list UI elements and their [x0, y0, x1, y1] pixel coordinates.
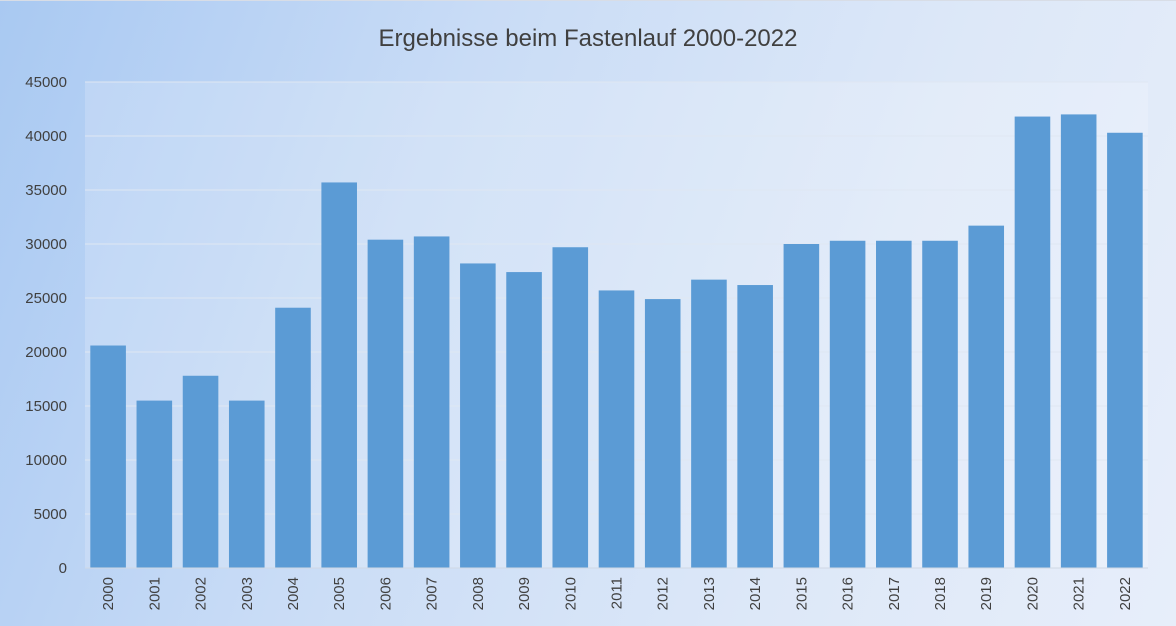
bar-2019: [968, 225, 1005, 568]
bar-2000: [90, 345, 126, 568]
x-tick-label: 2001: [146, 577, 163, 610]
bar-2021: [1060, 114, 1097, 569]
y-tick-label: 45000: [25, 74, 67, 91]
bar-2004: [275, 307, 311, 568]
x-tick-label: 2005: [331, 577, 348, 610]
x-tick-label: 2013: [701, 577, 718, 610]
bar-2007: [413, 236, 450, 568]
x-tick-label: 2006: [377, 577, 394, 610]
bar-2018: [922, 240, 958, 568]
bar-2009: [506, 272, 542, 568]
x-tick-label: 2020: [1024, 577, 1041, 610]
bar-2010: [552, 247, 589, 569]
y-tick-label: 20000: [25, 344, 67, 361]
x-tick-label: 2003: [239, 577, 256, 610]
x-tick-label: 2019: [978, 577, 995, 610]
chart-title: Ergebnisse beim Fastenlauf 2000-2022: [379, 25, 798, 52]
x-tick-label: 2010: [562, 577, 579, 610]
x-tick-label: 2000: [100, 577, 117, 610]
y-tick-label: 40000: [25, 128, 67, 145]
y-tick-label: 15000: [25, 398, 67, 415]
y-tick-label: 25000: [25, 290, 67, 307]
x-tick-label: 2017: [886, 577, 903, 610]
x-tick-label: 2002: [193, 577, 210, 610]
y-tick-label: 10000: [25, 452, 67, 469]
x-tick-label: 2018: [932, 577, 949, 610]
x-axis-ticks: 2000 2001 2002 2003 2004 2005 2006 2007 2008 2009…: [100, 577, 1134, 610]
x-tick-label: 2022: [1117, 577, 1134, 610]
bar-2014: [737, 285, 773, 568]
x-tick-label: 2007: [424, 577, 441, 610]
y-tick-label: 0: [59, 560, 67, 577]
bar-2015: [783, 244, 820, 568]
bar-2017: [876, 240, 912, 568]
y-tick-label: 30000: [25, 236, 67, 253]
x-tick-label: 2016: [840, 577, 857, 610]
bar-2020: [1014, 116, 1051, 568]
bar-2001: [136, 400, 173, 568]
x-tick-label: 2011: [609, 577, 626, 609]
bar-2002: [182, 375, 219, 568]
x-tick-label: 2012: [655, 577, 672, 610]
bar-2008: [460, 263, 496, 568]
bar-2022: [1107, 132, 1143, 568]
x-tick-label: 2004: [285, 577, 302, 610]
bar-2003: [228, 400, 265, 568]
bars: [90, 114, 1143, 569]
bar-2006: [367, 239, 404, 568]
x-tick-label: 2021: [1071, 577, 1088, 610]
bar-2016: [829, 240, 866, 568]
x-tick-label: 2009: [516, 577, 533, 610]
y-axis-ticks: 0 5000 10000 15000 20000 25000 30000 35000 40000…: [25, 74, 67, 577]
y-tick-label: 35000: [25, 182, 67, 199]
bar-2013: [691, 279, 727, 568]
bar-2005: [321, 182, 357, 568]
x-tick-label: 2014: [747, 577, 764, 610]
bar-2012: [644, 299, 681, 568]
x-tick-label: 2008: [470, 577, 487, 610]
bar-2011: [598, 290, 635, 568]
y-tick-label: 5000: [34, 506, 67, 523]
x-tick-label: 2015: [793, 577, 810, 610]
